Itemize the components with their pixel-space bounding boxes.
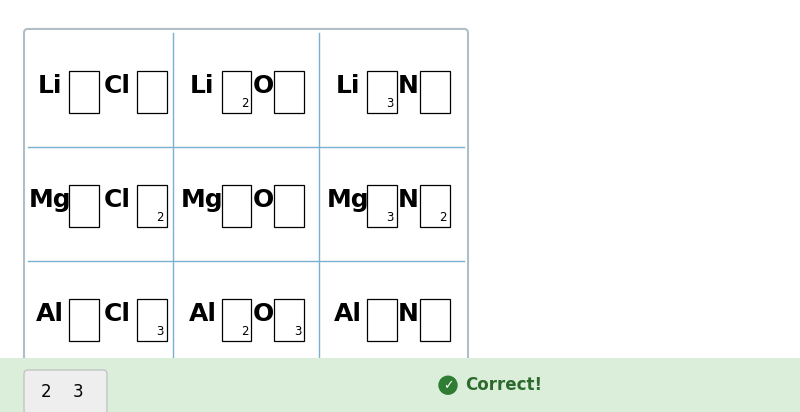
- Text: Al: Al: [334, 302, 362, 326]
- Text: O: O: [252, 74, 274, 98]
- Text: O: O: [252, 188, 274, 212]
- Text: ✓: ✓: [442, 379, 454, 392]
- Bar: [69, 185, 98, 227]
- Text: Li: Li: [335, 74, 360, 98]
- Text: Cl: Cl: [104, 74, 131, 98]
- Text: 2: 2: [241, 325, 249, 338]
- Text: 2: 2: [241, 97, 249, 110]
- Bar: [137, 299, 166, 341]
- Text: 3: 3: [386, 211, 394, 224]
- Text: Mg: Mg: [181, 188, 224, 212]
- Text: N: N: [398, 302, 418, 326]
- Bar: [367, 185, 397, 227]
- Bar: [222, 185, 251, 227]
- Text: Cl: Cl: [104, 188, 131, 212]
- Text: Mg: Mg: [28, 188, 71, 212]
- Text: 3: 3: [156, 325, 164, 338]
- Bar: [137, 185, 166, 227]
- FancyBboxPatch shape: [24, 370, 107, 412]
- Bar: [420, 299, 450, 341]
- Text: 2: 2: [41, 383, 51, 401]
- Text: Li: Li: [38, 74, 62, 98]
- Text: 3: 3: [386, 97, 394, 110]
- Bar: [420, 185, 450, 227]
- Text: 3: 3: [294, 325, 302, 338]
- Text: Cl: Cl: [104, 302, 131, 326]
- Bar: [69, 299, 98, 341]
- Bar: [0, 358, 800, 412]
- Text: 2: 2: [439, 211, 447, 224]
- Text: Mg: Mg: [326, 188, 369, 212]
- Bar: [222, 299, 251, 341]
- Bar: [69, 71, 98, 113]
- Text: Al: Al: [189, 302, 217, 326]
- Text: O: O: [252, 302, 274, 326]
- Text: Correct!: Correct!: [465, 376, 542, 394]
- Bar: [367, 299, 397, 341]
- Text: Al: Al: [36, 302, 64, 326]
- Bar: [274, 185, 305, 227]
- Text: Li: Li: [190, 74, 214, 98]
- Bar: [137, 71, 166, 113]
- FancyBboxPatch shape: [24, 29, 468, 379]
- Text: 3: 3: [73, 383, 83, 401]
- Text: 2: 2: [156, 211, 164, 224]
- Text: N: N: [398, 188, 418, 212]
- Bar: [222, 71, 251, 113]
- Circle shape: [439, 376, 457, 394]
- Bar: [420, 71, 450, 113]
- Bar: [274, 299, 305, 341]
- Text: N: N: [398, 74, 418, 98]
- Bar: [274, 71, 305, 113]
- Bar: [367, 71, 397, 113]
